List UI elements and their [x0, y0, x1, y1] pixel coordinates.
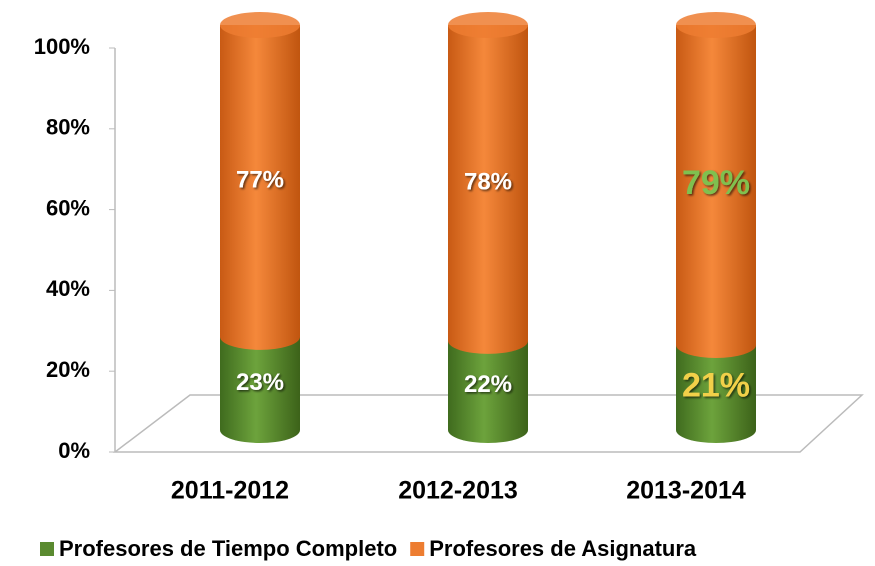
legend-swatch: [40, 542, 54, 556]
floor: [112, 394, 864, 453]
value-label: 78%: [464, 168, 512, 195]
y-tick-label: 60%: [46, 195, 90, 220]
cylinder-segment: [676, 25, 756, 358]
value-label: 79%: [682, 164, 750, 202]
y-tick-label: 80%: [46, 115, 90, 140]
y-tick-label: 40%: [46, 276, 90, 301]
legend-swatch: [410, 542, 425, 556]
x-tick-label: 2011-2012: [171, 477, 289, 505]
value-label: 77%: [236, 166, 284, 193]
x-tick-label: 2012-2013: [398, 477, 518, 505]
legend-label: Profesores de Tiempo Completo: [59, 536, 397, 561]
value-label: 23%: [236, 369, 284, 396]
cylinder-segment: [676, 344, 756, 443]
cylinder-segment: [220, 25, 300, 350]
y-tick-label: 20%: [46, 357, 90, 382]
legend-label: Profesores de Asignatura: [429, 536, 697, 561]
x-tick-label: 2013-2014: [626, 477, 746, 505]
value-label: 21%: [682, 366, 750, 404]
cylinder-segment: [220, 336, 300, 443]
y-tick-label: 0%: [58, 438, 90, 463]
y-tick-label: 100%: [34, 34, 90, 59]
cylinder-top: [448, 12, 528, 38]
value-label: 22%: [464, 371, 512, 398]
cylinder-top: [220, 12, 300, 38]
cylinder-top: [676, 12, 756, 38]
cylinder-segment: [448, 340, 528, 443]
cylinder-segment: [448, 25, 528, 354]
